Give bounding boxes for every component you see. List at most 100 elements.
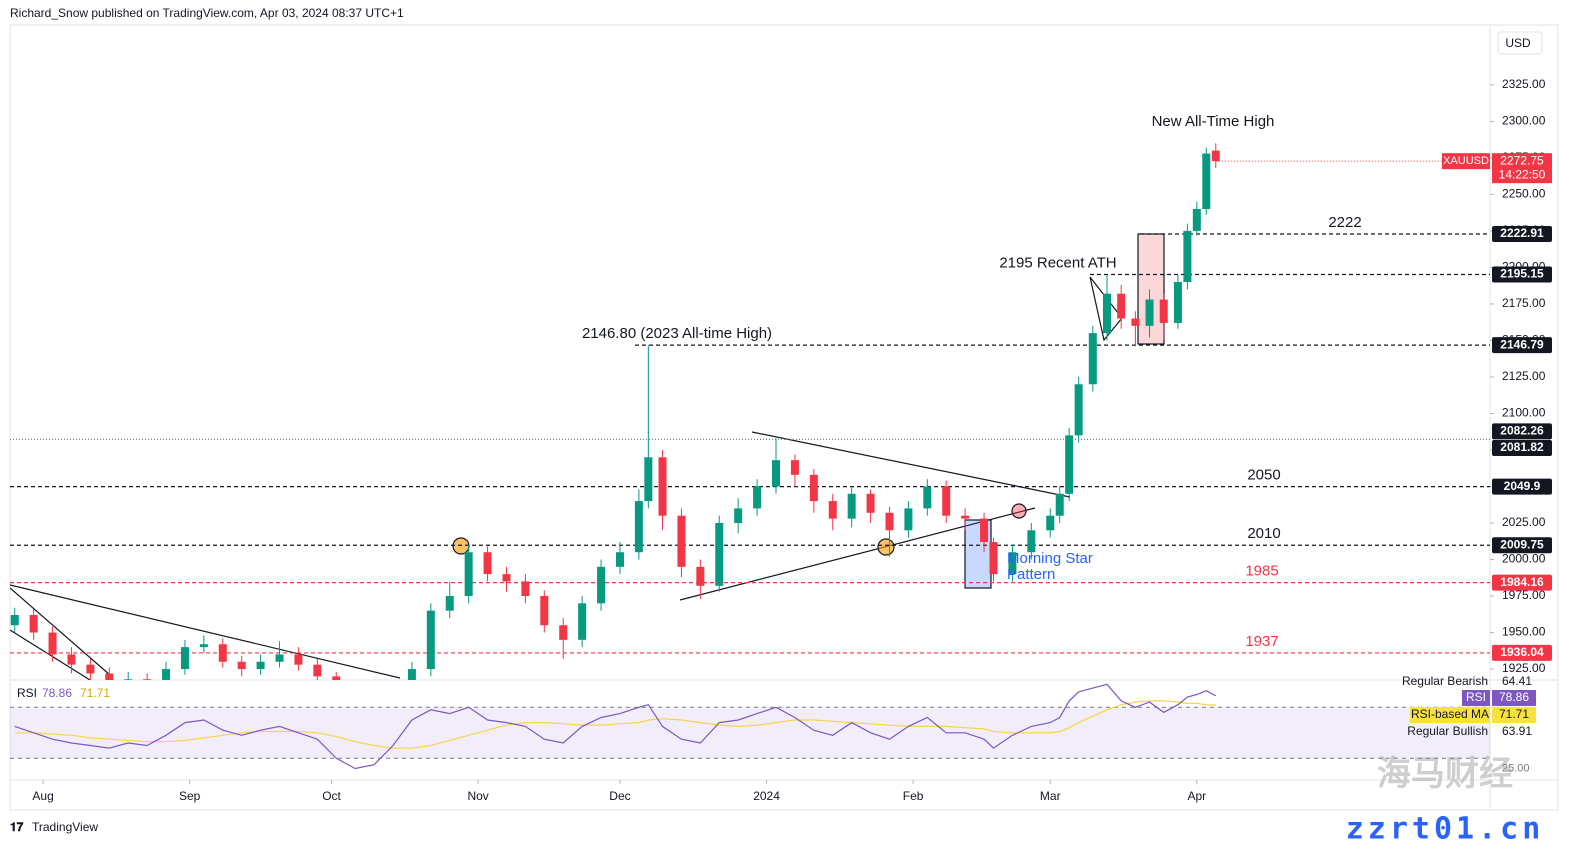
candle-body <box>772 460 781 487</box>
candle-body <box>313 664 322 677</box>
price-label-box <box>1492 574 1552 591</box>
candle-body <box>256 661 265 670</box>
candle-body <box>615 552 624 567</box>
candle-body <box>1159 299 1168 323</box>
candle-body <box>1008 552 1017 575</box>
x-tick-label: Aug <box>32 789 53 803</box>
rsi-legend-name: RSI <box>17 686 37 700</box>
x-tick-label: Apr <box>1187 789 1206 803</box>
candle-body <box>904 508 913 531</box>
header: Richard_Snow published on TradingView.co… <box>10 6 404 20</box>
symbol: XAUUSD <box>1443 155 1489 167</box>
trendline <box>751 431 1071 498</box>
price-label: 2082.26 <box>1500 424 1544 438</box>
divergence-label: Regular Bullish <box>1407 724 1488 738</box>
candle-body <box>67 654 76 665</box>
price-label: 1936.04 <box>1500 645 1544 659</box>
marker <box>452 537 470 555</box>
candle-body <box>124 679 133 680</box>
rsi-tick-label: 25.00 <box>1502 763 1530 775</box>
candle-body <box>426 610 435 670</box>
candle-body <box>753 486 762 509</box>
candle-body <box>828 501 837 519</box>
candle-body <box>923 486 932 509</box>
x-tick-label: Nov <box>467 789 488 803</box>
pattern-box <box>1137 233 1165 345</box>
y-tick-label: 1950.00 <box>1502 625 1546 639</box>
marker <box>877 538 895 556</box>
candle-body <box>162 669 171 680</box>
price-label-box <box>1492 644 1552 661</box>
rsi-value-tag <box>1492 707 1536 723</box>
y-tick-label: 2100.00 <box>1502 406 1546 420</box>
drawings <box>10 233 1165 680</box>
level-label: 1985 <box>1245 563 1278 580</box>
candle-body <box>980 518 989 542</box>
divergence-value: 64.41 <box>1502 674 1532 688</box>
x-tick-label: Sep <box>179 789 201 803</box>
rsi-name-tag-text: RSI-based MA <box>1411 707 1489 721</box>
y-tick-label: 2325.00 <box>1502 77 1546 91</box>
annotation: New All-Time High <box>1152 113 1275 130</box>
last-price: 2272.75 <box>1500 153 1544 167</box>
candle-body <box>483 552 492 575</box>
watermark: 海马财经 <box>1377 755 1513 793</box>
rsi-name-tag <box>1410 707 1490 723</box>
candle-body <box>634 501 643 553</box>
currency-box[interactable] <box>1497 31 1543 55</box>
price-label-box <box>1492 337 1552 354</box>
candle-body <box>275 654 284 662</box>
candle-body <box>86 664 95 674</box>
annotation: Morning Star <box>1007 550 1093 567</box>
price-label-box <box>1492 537 1552 554</box>
level-label: 2222 <box>1328 214 1361 231</box>
rsi-legend-ma: 71.71 <box>80 686 110 700</box>
candle-body <box>1183 230 1192 283</box>
frame <box>9 24 1559 811</box>
level-label: 2050 <box>1247 467 1280 484</box>
countdown: 14:22:50 <box>1499 167 1546 181</box>
candle-body <box>332 676 341 680</box>
y-tick-label: 2300.00 <box>1502 114 1546 128</box>
candle-body <box>885 512 894 531</box>
candle-body <box>847 493 856 519</box>
y-tick-label: 1925.00 <box>1502 661 1546 675</box>
candle-body <box>715 523 724 586</box>
level-label: 1937 <box>1245 633 1278 650</box>
y-tick-label: 2000.00 <box>1502 552 1546 566</box>
divergence-value: 63.91 <box>1502 724 1532 738</box>
candle-body <box>10 615 19 626</box>
candle-body <box>1202 153 1211 210</box>
price-label: 2049.9 <box>1504 479 1541 493</box>
candle-body <box>540 596 549 626</box>
footer: TradingView <box>32 820 98 834</box>
trendline <box>10 584 401 679</box>
candle-body <box>734 508 743 524</box>
candle-body <box>989 541 998 575</box>
candle-body <box>180 647 189 670</box>
logo-icon: 𝟏𝟕 <box>10 820 24 834</box>
candle-body <box>790 460 799 475</box>
candle-body <box>1192 209 1201 231</box>
candle-body <box>105 673 114 680</box>
candle-body <box>658 457 667 516</box>
price-label: 2222.91 <box>1500 226 1544 240</box>
candle-body <box>29 615 38 633</box>
rsi-line <box>14 683 1217 770</box>
price-label-box <box>1492 423 1552 440</box>
candle-body <box>644 457 653 502</box>
candle-body <box>1211 150 1220 162</box>
trendline <box>679 507 1036 601</box>
y-tick-label: 2125.00 <box>1502 369 1546 383</box>
candle-body <box>942 486 951 516</box>
price-label-box <box>1492 440 1552 457</box>
candle-body <box>1088 333 1097 385</box>
annotation: Pattern <box>1007 566 1055 583</box>
candle-body <box>1117 293 1126 319</box>
candle-body <box>1074 384 1083 436</box>
rsi-name-tag-text: RSI <box>1466 690 1486 704</box>
rsi-pane <box>10 683 1490 770</box>
candle-body <box>866 493 875 513</box>
trendline <box>10 587 111 676</box>
